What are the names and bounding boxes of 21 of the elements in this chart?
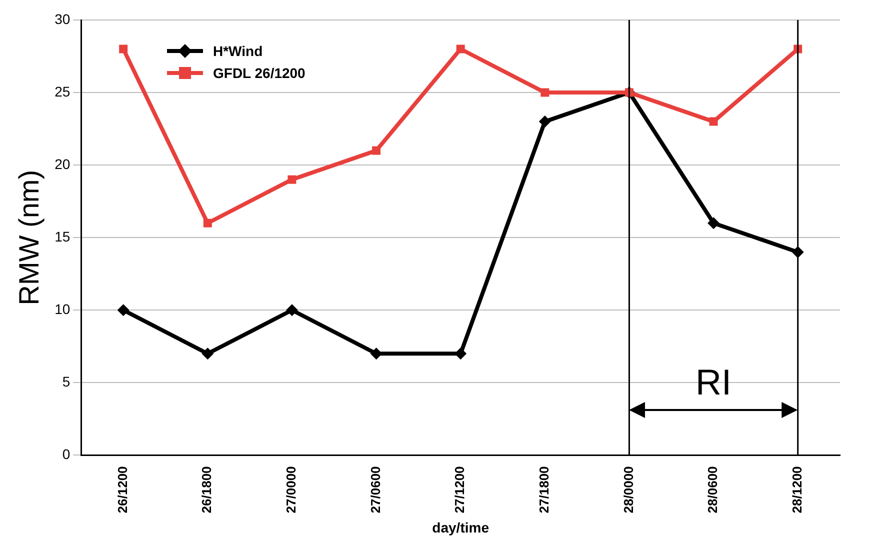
y-tick-label: 15 (54, 228, 70, 244)
x-tick-label: 28/0600 (705, 466, 720, 514)
y-tick-label: 10 (54, 301, 70, 317)
annotation: RI (696, 361, 732, 402)
x-tick-label: 27/0600 (368, 466, 383, 514)
x-tick-label: 28/0000 (620, 466, 636, 514)
x-tick-label: 27/1200 (452, 466, 468, 514)
x-tick-label: 26/1800 (199, 466, 214, 514)
x-tick-label: 27/0000 (284, 466, 299, 514)
legend-label: GFDL 26/1200 (213, 65, 306, 81)
y-axis-title: RMW (nm) (14, 170, 45, 306)
y-tick-label: 5 (62, 374, 70, 390)
x-tick-label: 26/1200 (114, 466, 130, 514)
y-tick-label: 20 (54, 156, 70, 172)
y-tick-label: 25 (54, 83, 70, 100)
y-tick-label: 0 (62, 446, 70, 462)
x-tick-label: 28/1200 (789, 466, 804, 514)
legend-label: H*Wind (213, 43, 263, 59)
x-axis-title: day/time (432, 519, 490, 536)
x-tick-label: 27/1800 (536, 466, 552, 514)
y-tick-label: 30 (54, 10, 70, 27)
